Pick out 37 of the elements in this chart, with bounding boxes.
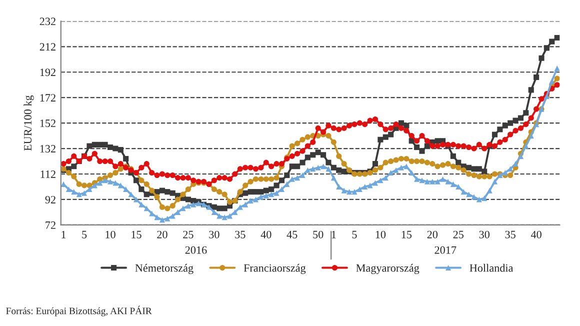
x-tick-label: 15 [132, 230, 142, 238]
legend-label: Franciaország [244, 264, 306, 274]
x-tick-label: 50 [313, 230, 324, 238]
y-axis-title: EUR/100 kg [24, 95, 34, 151]
x-tick-label: 45 [286, 230, 298, 238]
y-tick-label: 192 [40, 68, 56, 76]
x-tick-label: 25 [453, 230, 464, 238]
x-tick-label: 1 [332, 230, 336, 238]
y-tick-label: 172 [40, 94, 56, 102]
x-tick-label: 20 [157, 230, 168, 238]
x-tick-label: 1 [62, 230, 66, 238]
x-tick-label: 5 [352, 230, 357, 238]
x-tick-label: 10 [376, 230, 386, 238]
x-tick-label: 25 [183, 230, 194, 238]
x-tick-label: 35 [505, 230, 516, 238]
y-tick-label: 212 [40, 43, 56, 51]
x-tick-label: 5 [82, 230, 87, 238]
text: 2016 [185, 246, 207, 254]
legend-label: Németország [135, 264, 194, 274]
x-tick-label: 35 [235, 230, 246, 238]
legend-label: Magyarország [356, 264, 420, 274]
y-tick-label: 72 [46, 221, 56, 229]
y-tick-label: 112 [40, 170, 56, 178]
x-tick-label: 40 [260, 230, 272, 238]
legend-label: Hollandia [470, 264, 514, 272]
y-tick-label: 152 [40, 120, 56, 128]
x-tick-label: 15 [402, 230, 412, 238]
x-tick-label: 20 [427, 230, 438, 238]
y-tick-label: 232 [40, 18, 56, 26]
text: 2017 [434, 246, 456, 254]
x-tick-label: 40 [530, 230, 542, 238]
y-tick-label: 132 [40, 145, 56, 152]
y-tick-label: 92 [45, 196, 56, 204]
x-tick-label: 30 [209, 230, 220, 238]
x-tick-label: 30 [479, 230, 490, 238]
x-tick-label: 10 [106, 230, 116, 238]
text: Forrás: Európai Bizottság, AKI PÁIR [6, 306, 152, 316]
